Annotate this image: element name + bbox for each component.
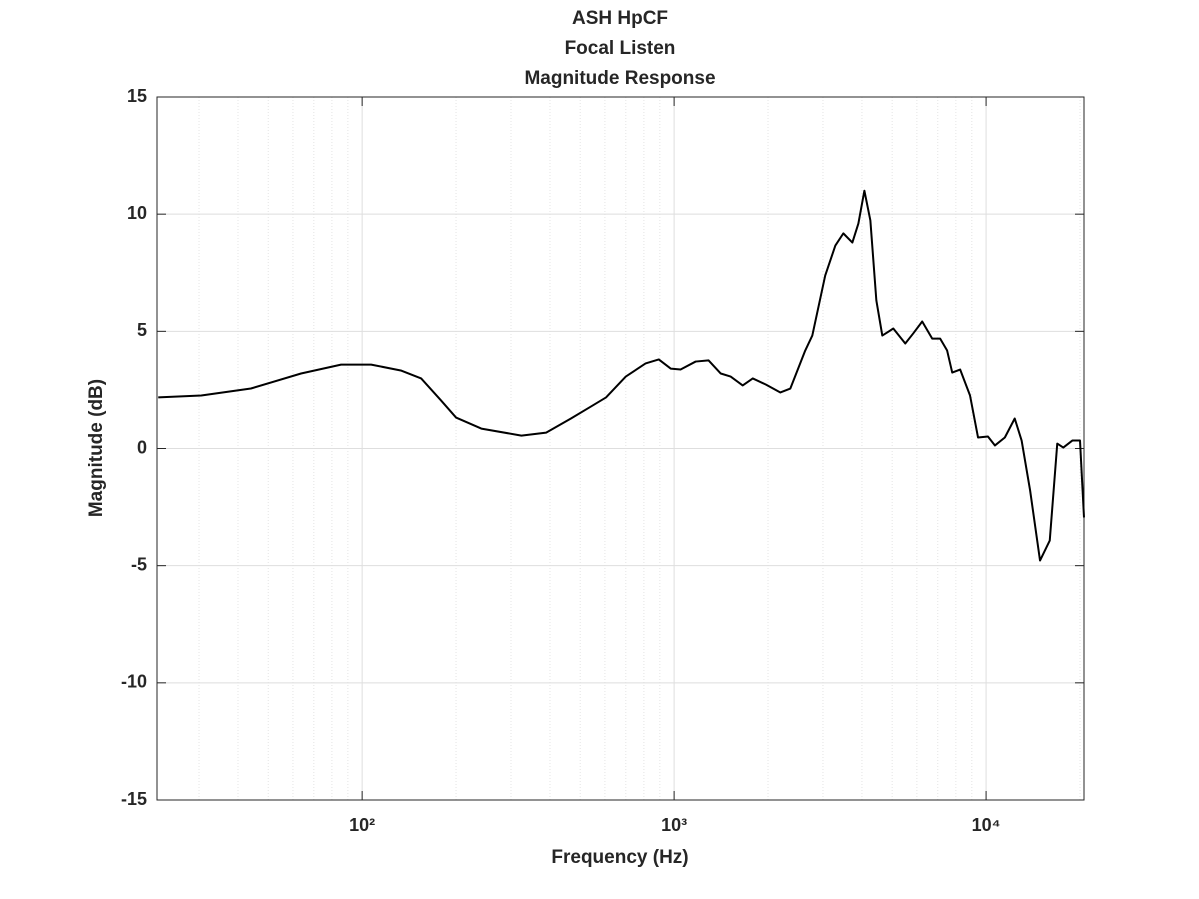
title-line: Magnitude Response: [524, 68, 715, 89]
title-line: Focal Listen: [565, 38, 676, 59]
y-tick-label: 10: [127, 203, 147, 223]
y-tick-label: 0: [137, 437, 147, 457]
y-tick-label: -10: [121, 672, 147, 692]
title-line: ASH HpCF: [572, 8, 668, 29]
x-tick-label: 10²: [349, 815, 375, 835]
y-tick-label: -5: [131, 554, 147, 574]
y-tick-label: 15: [127, 86, 147, 106]
y-tick-label: -15: [121, 789, 147, 809]
x-axis-label: Frequency (Hz): [551, 847, 688, 868]
y-axis-label: Magnitude (dB): [86, 379, 107, 517]
plot-frame: [156, 96, 1085, 801]
x-tick-label: 10⁴: [972, 815, 1001, 835]
data-line: [158, 189, 1085, 562]
x-tick-label: 10³: [661, 815, 687, 835]
y-tick-label: 5: [137, 320, 147, 340]
